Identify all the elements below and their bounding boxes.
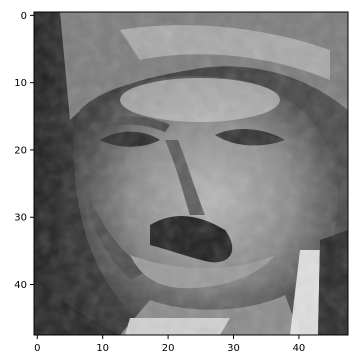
y-axis: 0 10 20 30 40 [14, 11, 34, 291]
x-axis: 0 10 20 30 40 [34, 335, 305, 354]
axes-frame [33, 11, 349, 336]
x-tick-label: 20 [162, 343, 175, 354]
face-image [34, 12, 348, 335]
x-tick-label: 40 [293, 343, 306, 354]
y-tick-label: 10 [14, 78, 27, 89]
y-tick-label: 30 [14, 213, 27, 224]
y-tick-label: 40 [14, 280, 27, 291]
x-tick-label: 30 [227, 343, 240, 354]
x-tick-label: 10 [96, 343, 109, 354]
y-tick-label: 20 [14, 145, 27, 156]
x-tick-label: 0 [34, 343, 40, 354]
y-tick-label: 0 [21, 11, 27, 22]
